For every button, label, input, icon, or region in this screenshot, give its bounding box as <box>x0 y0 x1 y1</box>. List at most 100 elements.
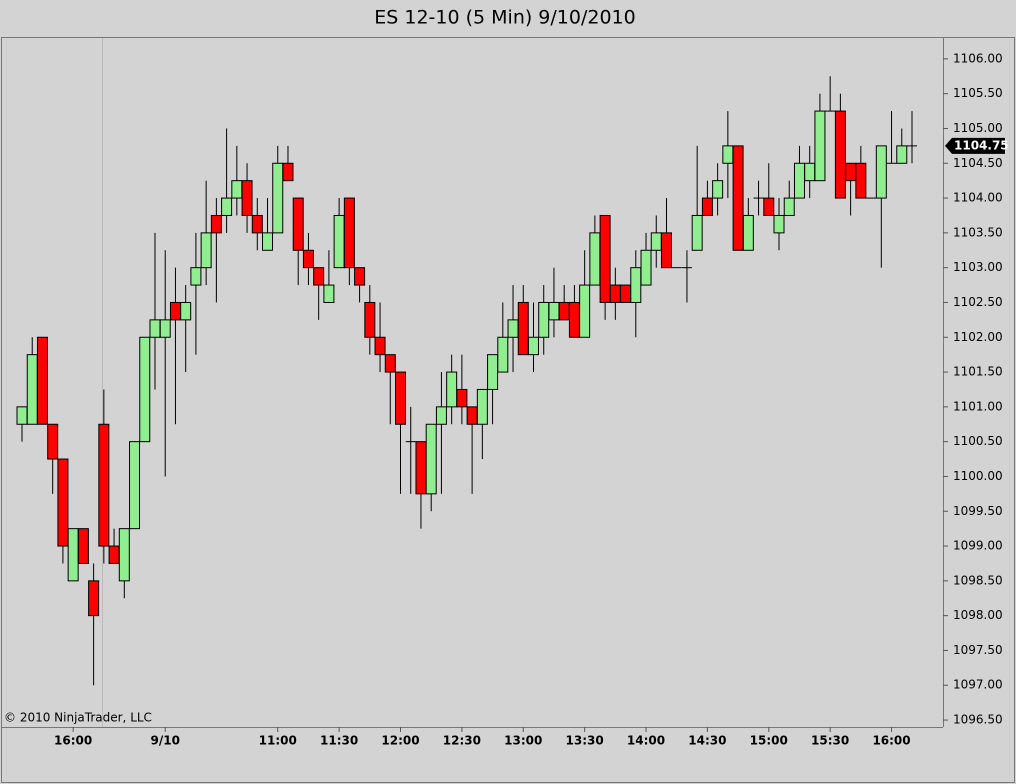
body <box>47 423 59 460</box>
body <box>272 162 284 234</box>
x-tick-label: 15:30 <box>811 734 849 748</box>
body <box>599 214 611 303</box>
body <box>773 214 785 234</box>
body <box>548 301 560 321</box>
y-tick-label: 1105.00 <box>953 121 1003 135</box>
body <box>507 319 519 338</box>
body <box>302 249 314 269</box>
body <box>466 406 478 425</box>
body <box>323 284 335 303</box>
y-tick-label: 1099.50 <box>953 504 1003 518</box>
y-tick-label: 1104.00 <box>953 191 1003 205</box>
body <box>374 336 386 356</box>
body <box>169 301 181 321</box>
body <box>190 267 202 286</box>
body <box>783 197 795 216</box>
body <box>538 301 550 338</box>
x-tick-label: 14:00 <box>627 734 665 748</box>
body <box>282 162 294 182</box>
body <box>630 267 642 303</box>
body <box>814 110 826 182</box>
body <box>527 336 539 356</box>
y-tick-label: 1098.00 <box>953 608 1003 622</box>
x-tick-label: 11:30 <box>320 734 358 748</box>
frame <box>1 37 1015 783</box>
chart-title: ES 12-10 (5 Min) 9/10/2010 <box>374 7 635 29</box>
body <box>855 162 867 199</box>
y-tick-label: 1100.50 <box>953 434 1003 448</box>
copyright: © 2010 NinjaTrader, LLC <box>4 711 152 725</box>
y-tick-label: 1103.00 <box>953 260 1003 274</box>
body <box>568 301 580 338</box>
body <box>313 267 325 286</box>
y-tick-label: 1105.50 <box>953 86 1003 100</box>
y-tick-label: 1102.00 <box>953 330 1003 344</box>
x-tick-label: 14:30 <box>688 734 726 748</box>
x-tick-label: 11:00 <box>259 734 297 748</box>
y-tick-label: 1103.50 <box>953 225 1003 239</box>
body <box>579 284 591 338</box>
body <box>558 301 570 321</box>
body <box>701 197 713 216</box>
body <box>88 580 100 617</box>
body <box>98 423 110 547</box>
body <box>118 528 130 582</box>
x-tick-label: 13:30 <box>566 734 604 748</box>
body <box>77 528 89 564</box>
body <box>159 319 171 338</box>
y-tick-label: 1097.50 <box>953 643 1003 657</box>
body <box>108 545 120 564</box>
y-tick-label: 1099.00 <box>953 539 1003 553</box>
body <box>497 336 509 373</box>
body <box>210 214 222 234</box>
x-tick-label: 9/10 <box>150 734 179 748</box>
body <box>804 162 816 182</box>
body <box>640 249 652 286</box>
body <box>476 388 488 425</box>
body <box>26 354 38 425</box>
body <box>691 214 703 251</box>
body <box>793 162 805 199</box>
body <box>292 197 304 251</box>
body <box>343 197 355 269</box>
body <box>487 354 499 390</box>
body <box>834 110 846 199</box>
body <box>67 528 79 582</box>
body <box>200 232 212 269</box>
body <box>241 180 253 216</box>
body <box>456 388 468 408</box>
body <box>435 406 447 425</box>
body <box>732 145 744 251</box>
y-tick-label: 1098.50 <box>953 573 1003 587</box>
y-tick-label: 1106.00 <box>953 51 1003 65</box>
y-tick-label: 1097.00 <box>953 678 1003 692</box>
x-tick-label: 16:00 <box>54 734 92 748</box>
body <box>149 319 161 338</box>
body <box>517 301 529 356</box>
body <box>180 301 192 321</box>
body <box>139 336 151 443</box>
body <box>763 197 775 216</box>
body <box>36 336 48 425</box>
x-tick-label: 12:30 <box>443 734 481 748</box>
last-price-label: 1104.75 <box>954 138 1009 152</box>
body <box>425 423 437 495</box>
body <box>722 145 734 164</box>
body <box>251 214 263 234</box>
body <box>221 197 233 216</box>
body <box>395 371 407 425</box>
last-price-marker <box>945 137 1005 154</box>
y-tick-label: 1102.50 <box>953 295 1003 309</box>
body <box>354 267 366 286</box>
body <box>845 162 857 182</box>
body <box>589 232 601 286</box>
body <box>660 232 672 269</box>
y-tick-label: 1101.50 <box>953 365 1003 379</box>
x-tick-label: 16:00 <box>872 734 910 748</box>
body <box>415 441 427 495</box>
body <box>609 284 621 303</box>
body <box>333 214 345 269</box>
body <box>742 214 754 251</box>
